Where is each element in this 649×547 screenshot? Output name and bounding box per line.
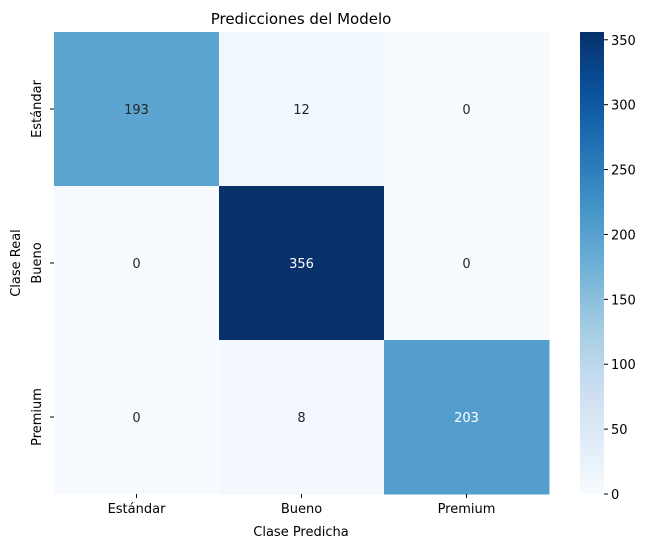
cell-value-label: 0 xyxy=(462,103,470,118)
colorbar: 0 50 100 150 200 250 300 350 xyxy=(580,32,636,503)
colorbar-tick-label: 0 xyxy=(611,488,619,503)
colorbar-tick-label: 200 xyxy=(611,228,636,243)
y-tick-label: Estándar xyxy=(30,79,45,138)
cell-value-label: 203 xyxy=(454,411,479,426)
colorbar-tick-label: 50 xyxy=(611,423,628,438)
colorbar-tick-label: 350 xyxy=(611,34,636,49)
y-axis-label: Clase Real xyxy=(9,229,24,297)
cell-value-label: 356 xyxy=(289,257,314,272)
x-ticks: Estándar Bueno Premium xyxy=(108,494,496,517)
colorbar-tick-label: 100 xyxy=(611,358,636,373)
heatmap-cell xyxy=(384,186,550,341)
x-axis-label: Clase Predicha xyxy=(253,525,348,540)
heatmap-cell xyxy=(384,340,550,495)
heatmap-cell xyxy=(219,186,385,341)
colorbar-tick-label: 150 xyxy=(611,293,636,308)
colorbar-tick-label: 300 xyxy=(611,99,636,114)
x-tick-label: Bueno xyxy=(281,502,322,517)
heatmap-cells: 193 12 0 0 356 0 0 8 203 xyxy=(54,32,550,495)
x-tick-label: Estándar xyxy=(108,502,167,517)
cell-value-label: 0 xyxy=(132,257,140,272)
heatmap-cell xyxy=(54,340,220,495)
cell-value-label: 8 xyxy=(297,411,305,426)
y-tick-label: Premium xyxy=(30,388,45,446)
heatmap-cell xyxy=(219,32,385,187)
cell-value-label: 0 xyxy=(462,257,470,272)
cell-value-label: 12 xyxy=(293,103,310,118)
heatmap-cell xyxy=(54,32,220,187)
x-tick-label: Premium xyxy=(438,502,496,517)
y-ticks: Estándar Bueno Premium xyxy=(30,79,54,446)
heatmap-cell xyxy=(54,186,220,341)
heatmap-cell xyxy=(384,32,550,187)
chart-title: Predicciones del Modelo xyxy=(211,10,392,28)
colorbar-gradient xyxy=(580,32,604,494)
cell-value-label: 193 xyxy=(124,103,149,118)
colorbar-tick-label: 250 xyxy=(611,164,636,179)
heatmap-cell xyxy=(219,340,385,495)
cell-value-label: 0 xyxy=(132,411,140,426)
y-tick-label: Bueno xyxy=(30,242,45,283)
